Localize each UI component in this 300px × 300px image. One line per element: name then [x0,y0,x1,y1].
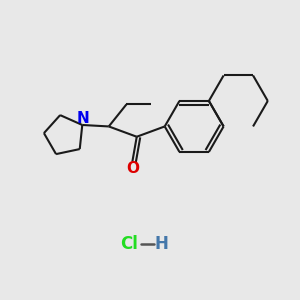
Text: O: O [126,161,139,176]
Text: H: H [155,235,169,253]
Text: N: N [76,111,89,126]
Text: Cl: Cl [121,235,138,253]
